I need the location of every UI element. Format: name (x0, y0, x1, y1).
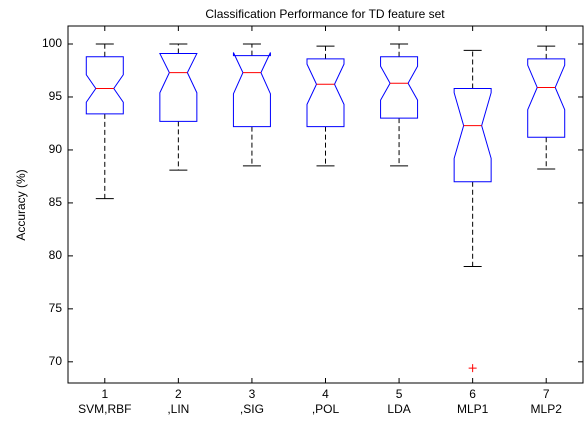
box (380, 56, 419, 119)
y-tick-label: 70 (49, 354, 63, 368)
box (306, 58, 345, 128)
x-tick-label: 7 (543, 387, 550, 401)
y-tick-label: 100 (42, 36, 62, 50)
y-tick-label: 95 (49, 89, 63, 103)
outlier (468, 364, 477, 373)
category-label: ,LIN (167, 402, 189, 416)
x-tick-label: 1 (101, 387, 108, 401)
box (453, 88, 492, 183)
x-tick-label: 2 (175, 387, 182, 401)
y-tick-label: 85 (49, 195, 63, 209)
category-label: ,SIG (240, 402, 264, 416)
x-tick-label: 5 (396, 387, 403, 401)
category-label: SVM,RBF (78, 402, 131, 416)
box (232, 52, 271, 128)
y-tick-label: 90 (49, 142, 63, 156)
box (85, 56, 124, 115)
category-label: ,POL (312, 402, 340, 416)
y-tick-label: 80 (49, 248, 63, 262)
plot-frame (67, 25, 584, 384)
category-label: MLP2 (531, 402, 563, 416)
box (527, 58, 566, 138)
box (159, 53, 198, 122)
category-label: MLP1 (457, 402, 489, 416)
y-axis-label: Accuracy (%) (14, 169, 28, 240)
x-tick-label: 6 (469, 387, 476, 401)
category-label: LDA (387, 402, 410, 416)
x-tick-label: 4 (322, 387, 329, 401)
y-tick-label: 75 (49, 301, 63, 315)
x-tick-label: 3 (249, 387, 256, 401)
chart-title: Classification Performance for TD featur… (205, 7, 445, 21)
